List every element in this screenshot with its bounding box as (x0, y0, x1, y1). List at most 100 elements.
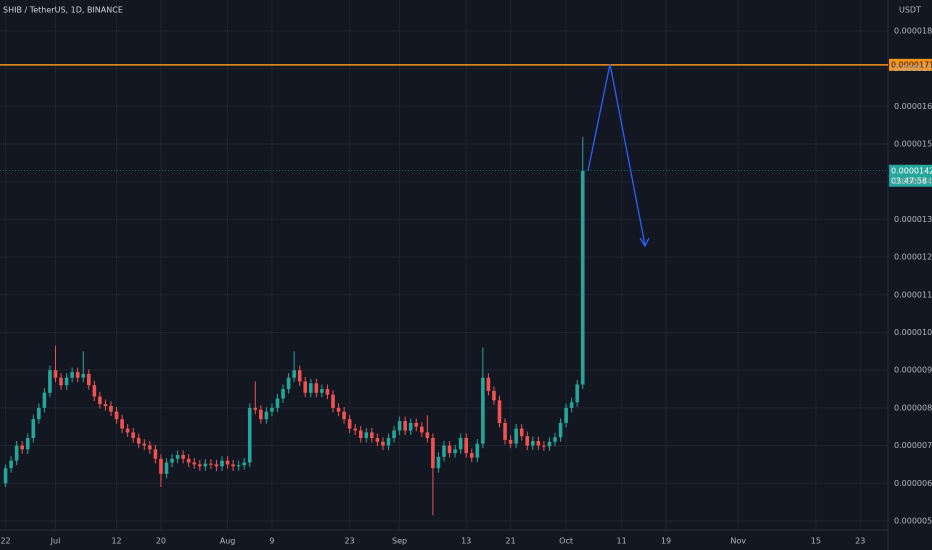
candle-body (270, 407, 274, 412)
candle-body (436, 456, 441, 469)
candle-body (580, 170, 585, 385)
candle-body (508, 439, 513, 444)
x-tick-label: 22 (0, 537, 10, 546)
y-tick-label: 0.00001500 (894, 139, 932, 148)
candle-body (575, 384, 580, 403)
candle-body (153, 449, 158, 459)
candle-body (370, 432, 374, 439)
candle-body (220, 460, 224, 467)
x-tick-label: 12 (111, 537, 121, 546)
x-tick-label: 15 (811, 537, 821, 546)
current-price-label-bg (889, 164, 932, 187)
candle-body (442, 445, 446, 457)
x-tick-label: 23 (345, 537, 355, 546)
x-tick-label: Sep (392, 537, 407, 546)
candle-body (486, 377, 491, 391)
candle-body (453, 449, 457, 454)
candle-body (419, 426, 424, 433)
x-tick-label: 23 (855, 537, 865, 546)
candle-body (381, 441, 385, 446)
candle-body (514, 428, 518, 444)
y-tick-label: 0.00001700 (894, 64, 932, 73)
candle-body (25, 438, 30, 450)
candle-body (353, 428, 358, 431)
candle-body (547, 441, 552, 447)
current-price-label: 0.00001429 (891, 166, 932, 175)
candle-body (497, 400, 502, 423)
candle-body (358, 430, 363, 439)
candle-body (48, 370, 52, 393)
y-tick-label: 0.00001400 (894, 177, 932, 186)
candles (3, 136, 585, 516)
candle-body (75, 372, 80, 378)
candle-body (203, 463, 208, 467)
candle-body (231, 464, 235, 467)
x-tick-label: 19 (661, 537, 671, 546)
candle-body (192, 462, 197, 465)
candle-body (519, 428, 524, 437)
y-tick-label: 0.00001800 (894, 26, 932, 35)
candle-body (458, 438, 463, 450)
candle-body (20, 445, 25, 450)
candle-body (342, 411, 346, 420)
candle-body (59, 377, 63, 386)
y-tick-label: 0.00000700 (894, 441, 932, 450)
candle-body (414, 422, 419, 427)
price-line-label-bg (889, 58, 932, 71)
candle-body (431, 438, 435, 469)
candle-body (81, 373, 86, 378)
candle-body (542, 445, 546, 447)
candle-body (164, 462, 169, 474)
candle-body (197, 464, 202, 467)
candle-body (14, 445, 19, 461)
candle-body (569, 402, 574, 408)
candle-body (86, 373, 91, 386)
candle-body (9, 460, 13, 469)
candle-body (109, 405, 113, 412)
candle-body (131, 432, 136, 439)
candle-body (125, 428, 130, 433)
candle-body (70, 372, 74, 378)
candle-body (558, 422, 563, 438)
candle-body (209, 463, 213, 465)
candle-body (475, 443, 480, 458)
candle-body (120, 419, 124, 429)
x-tick-label: Nov (730, 537, 746, 546)
candle-body (92, 385, 97, 397)
x-tick-label: 9 (269, 537, 274, 546)
candle-body (564, 407, 568, 423)
candle-body (530, 441, 535, 446)
y-tick-label: 0.00001200 (894, 253, 932, 262)
y-tick-label: 0.00000500 (894, 516, 932, 525)
candle-body (181, 454, 185, 459)
y-tick-label: 0.00001000 (894, 328, 932, 337)
candle-body (259, 409, 263, 420)
candle-body (98, 396, 102, 405)
candle-body (114, 411, 119, 420)
candle-body (253, 407, 258, 410)
candle-body (364, 432, 369, 439)
axis-unit: USDT (899, 6, 921, 15)
candle-body (242, 462, 247, 466)
x-tick-label: 13 (461, 537, 471, 546)
x-tick-label: 11 (617, 537, 627, 546)
countdown: 03:47:58 (891, 176, 927, 185)
candle-body (142, 443, 147, 446)
candle-body (425, 432, 430, 439)
candle-body (331, 394, 335, 408)
candle-body (42, 392, 47, 408)
x-tick-label: Jul (50, 537, 61, 546)
candle-body (136, 438, 141, 444)
y-tick-label: 0.00001300 (894, 215, 932, 224)
candle-body (375, 438, 380, 442)
candle-body (214, 464, 219, 467)
y-tick-label: 0.00000800 (894, 403, 932, 412)
candle-body (225, 460, 230, 465)
candle-body (159, 458, 163, 474)
candle-body (314, 383, 319, 393)
candle-body (170, 458, 174, 463)
candle-body (503, 422, 507, 440)
